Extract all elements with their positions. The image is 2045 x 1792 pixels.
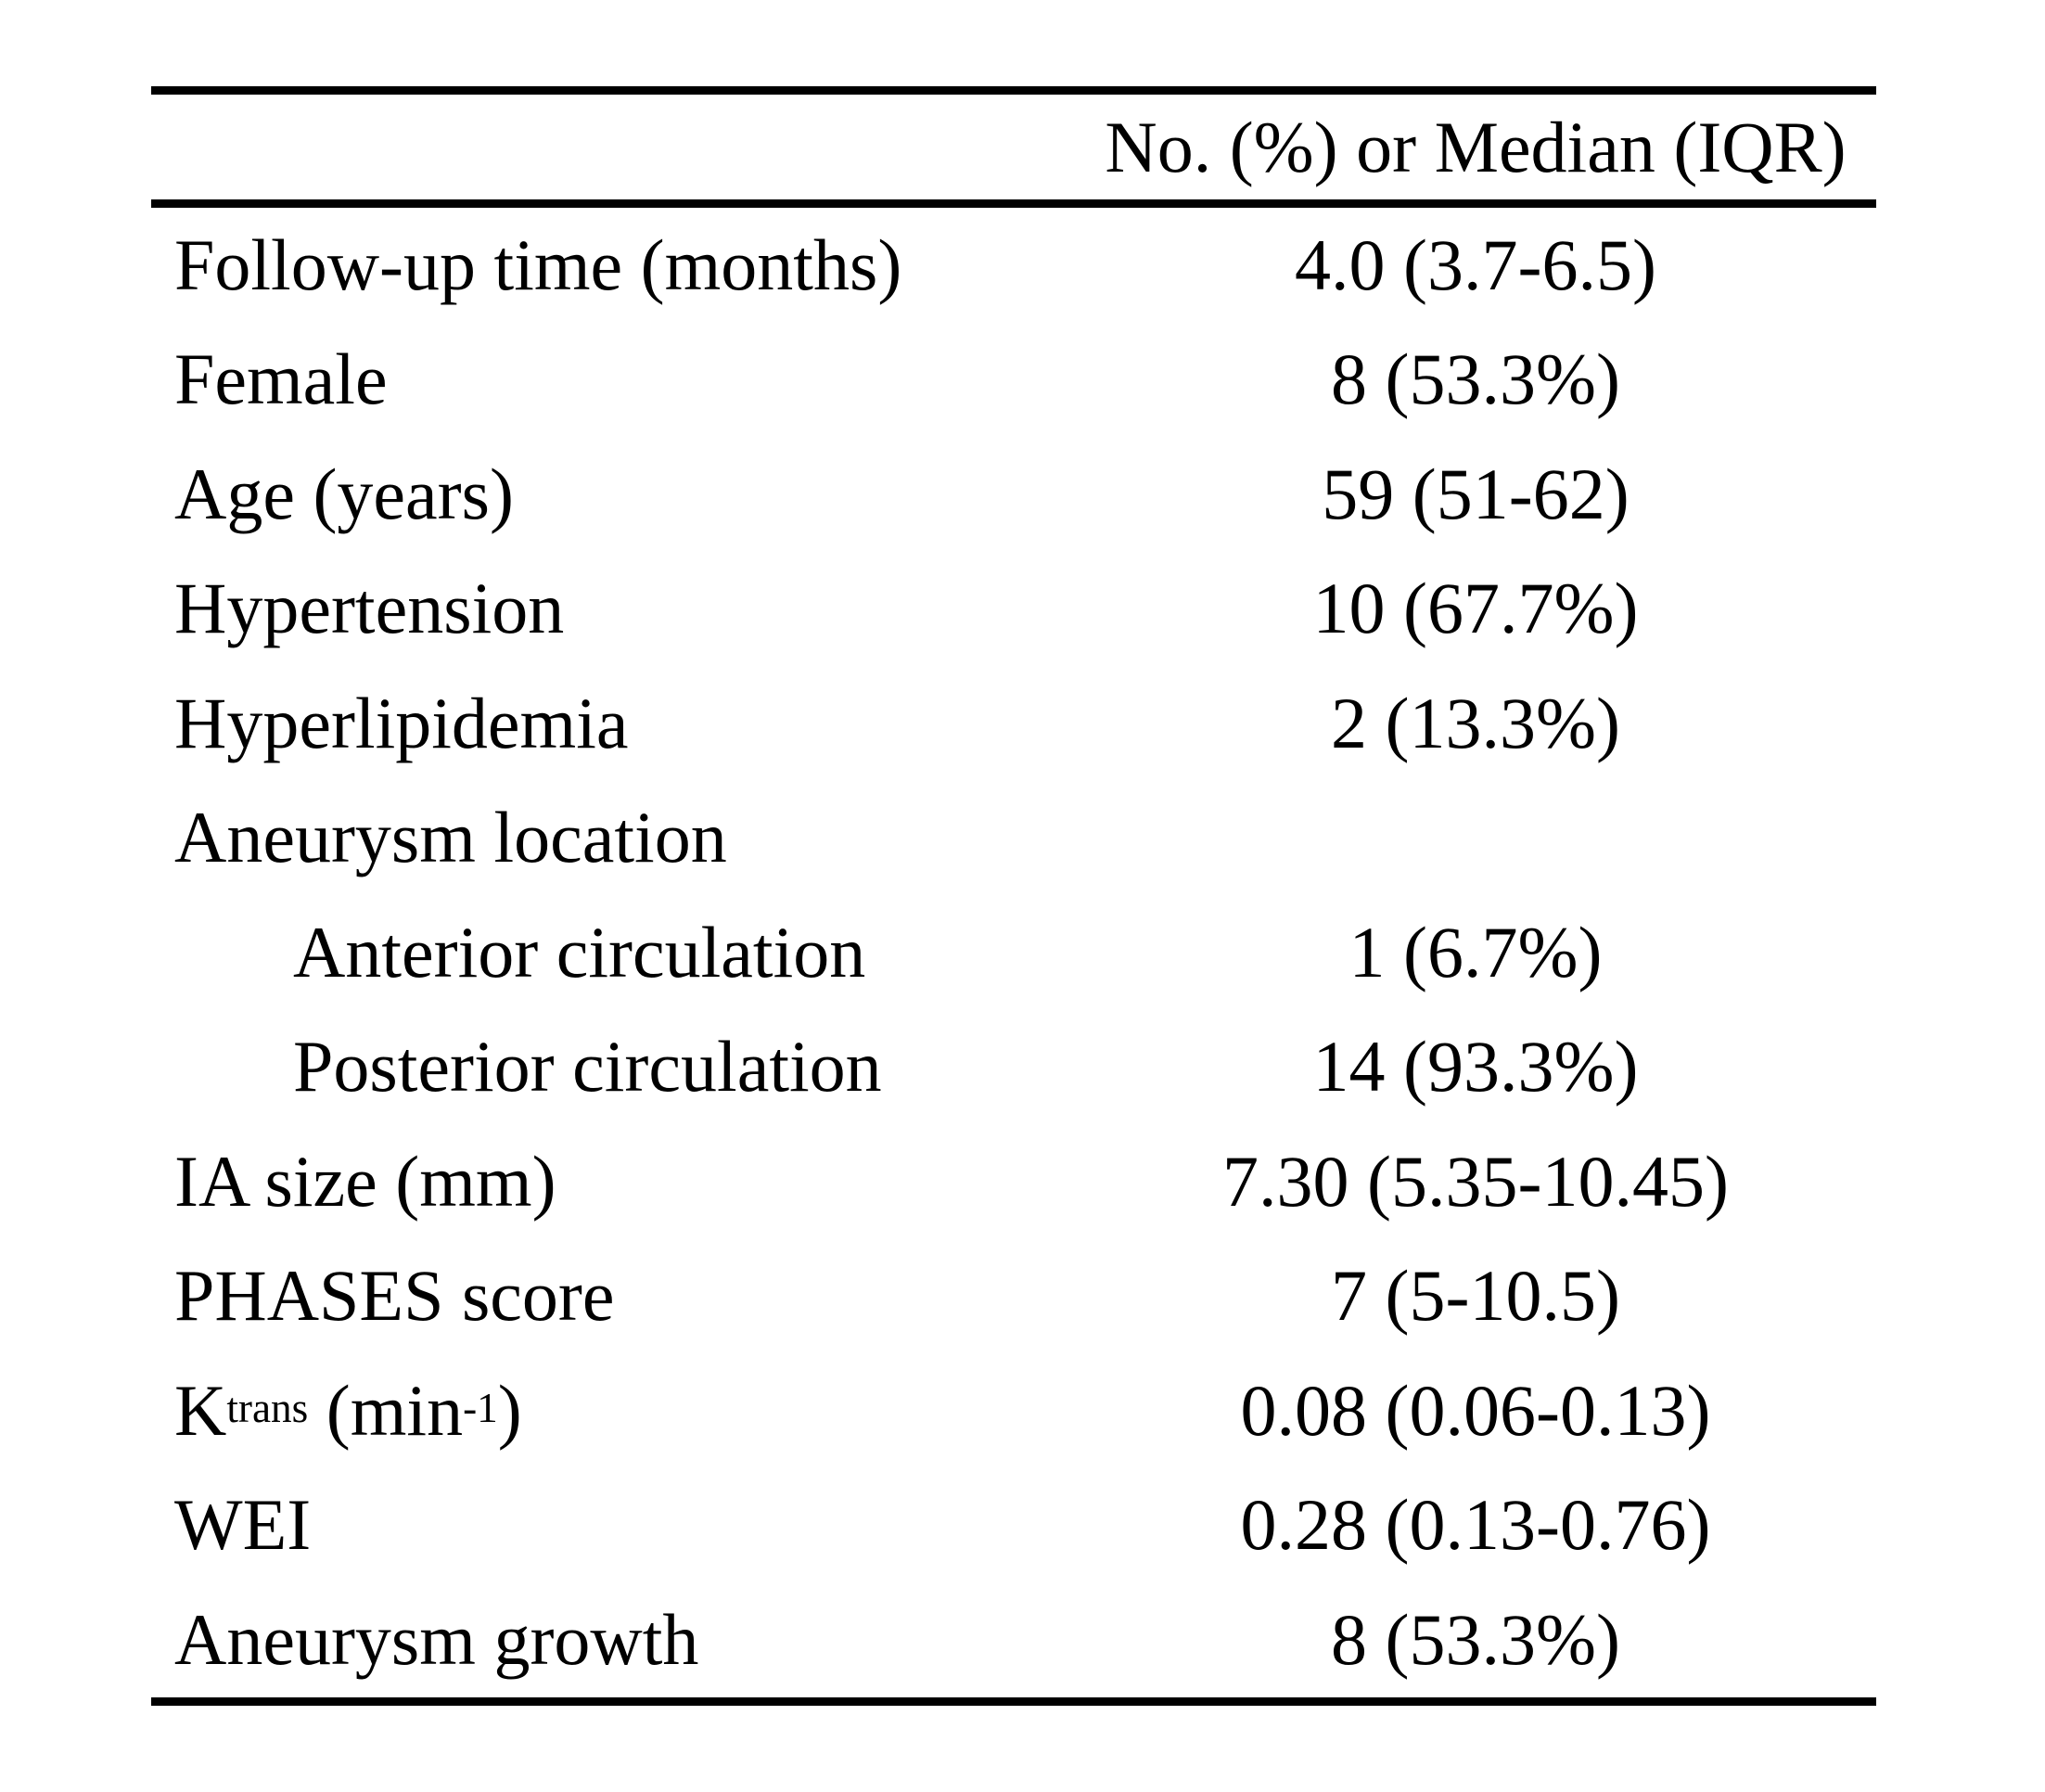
table-row-aneurysm-growth: Aneurysm growth 8 (53.3%) [151, 1582, 1876, 1697]
row-value: 0.28 (0.13-0.76) [1240, 1484, 1711, 1566]
row-label: IA size (mm) [174, 1140, 556, 1222]
table-row-followup-time: Follow-up time (months) 4.0 (3.7-6.5) [151, 208, 1876, 323]
ktrans-mid: (min [308, 1369, 464, 1451]
table-top-rule [151, 86, 1876, 95]
row-label: Aneurysm location [174, 797, 727, 878]
row-label: Anterior circulation [293, 911, 866, 992]
row-value: 8 (53.3%) [1331, 339, 1620, 420]
table-row-wei: WEI 0.28 (0.13-0.76) [151, 1468, 1876, 1583]
ktrans-base: K [174, 1369, 227, 1451]
row-value: 14 (93.3%) [1312, 1026, 1639, 1107]
row-label: WEI [174, 1484, 312, 1566]
table-header-row: No. (%) or Median (IQR) [151, 95, 1876, 199]
table-row-age: Age (years) 59 (51-62) [151, 437, 1876, 552]
row-label: Aneurysm growth [174, 1598, 699, 1680]
row-label: Posterior circulation [293, 1026, 882, 1107]
row-value: 8 (53.3%) [1331, 1598, 1620, 1680]
row-value: 7.30 (5.35-10.45) [1222, 1140, 1729, 1222]
row-value: 7 (5-10.5) [1331, 1255, 1620, 1337]
table-row-aneurysm-location: Aneurysm location [151, 781, 1876, 896]
row-value: 0.08 (0.06-0.13) [1240, 1369, 1711, 1451]
ktrans-exponent: -1 [463, 1385, 498, 1432]
table-row-ktrans: Ktrans (min-1) 0.08 (0.06-0.13) [151, 1353, 1876, 1468]
table-row-posterior-circulation: Posterior circulation 14 (93.3%) [151, 1010, 1876, 1125]
table-bottom-rule [151, 1696, 1876, 1706]
row-label: Female [174, 339, 388, 420]
row-value: 2 (13.3%) [1331, 682, 1620, 763]
row-label: Hypertension [174, 568, 565, 649]
table-row-ia-size: IA size (mm) 7.30 (5.35-10.45) [151, 1124, 1876, 1239]
table-header-rule [151, 199, 1876, 208]
row-value: 4.0 (3.7-6.5) [1295, 224, 1656, 305]
table-row-hyperlipidemia: Hyperlipidemia 2 (13.3%) [151, 666, 1876, 781]
patient-characteristics-table: No. (%) or Median (IQR) Follow-up time (… [151, 86, 1876, 1706]
ktrans-end: ) [497, 1369, 522, 1451]
row-value: 10 (67.7%) [1312, 568, 1639, 649]
header-value-column-title: No. (%) or Median (IQR) [1105, 106, 1847, 187]
row-value: 1 (6.7%) [1348, 911, 1603, 992]
row-label: PHASES score [174, 1255, 615, 1337]
ktrans-superscript: trans [226, 1385, 309, 1432]
row-value: 59 (51-62) [1322, 453, 1630, 534]
table-row-phases-score: PHASES score 7 (5-10.5) [151, 1239, 1876, 1354]
table-row-anterior-circulation: Anterior circulation 1 (6.7%) [151, 895, 1876, 1010]
row-label: Ktrans (min-1) [151, 1374, 1075, 1447]
row-label: Follow-up time (months) [174, 224, 902, 305]
table-row-female: Female 8 (53.3%) [151, 323, 1876, 438]
table-row-hypertension: Hypertension 10 (67.7%) [151, 552, 1876, 667]
row-label: Age (years) [174, 453, 514, 534]
row-label: Hyperlipidemia [174, 682, 629, 763]
